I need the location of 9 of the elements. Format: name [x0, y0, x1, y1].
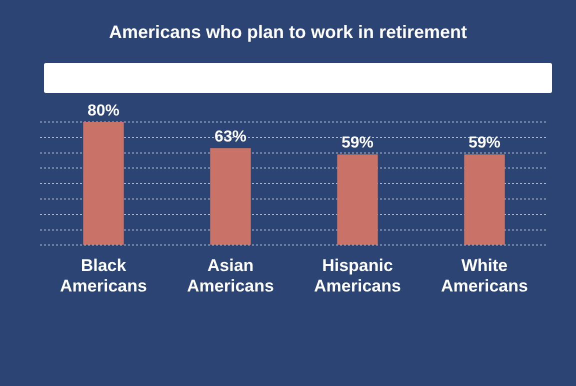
- data-label: 59%: [468, 134, 501, 152]
- x-tick-label: Black Americans: [60, 256, 147, 296]
- x-tick-label: Hispanic Americans: [314, 256, 401, 296]
- data-label: 63%: [214, 128, 247, 146]
- x-tick-label: Asian Americans: [187, 256, 274, 296]
- data-label: 59%: [341, 134, 374, 152]
- chart-title: Americans who plan to work in retirement: [108, 22, 468, 43]
- x-tick-label: White Americans: [441, 256, 528, 296]
- data-label: 80%: [87, 102, 120, 120]
